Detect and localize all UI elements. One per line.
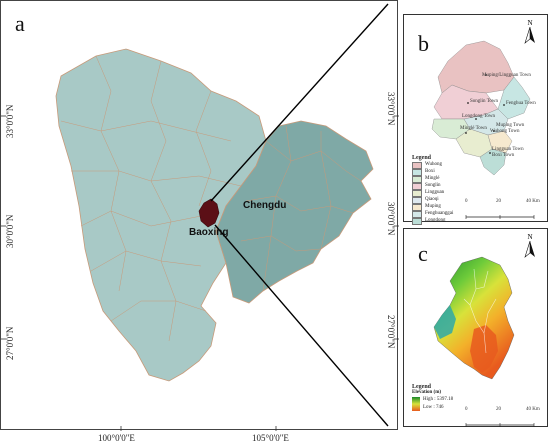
- legend-item: Boxi: [412, 168, 453, 176]
- panel-b-township-map: b N Muping/Lingguan Town Songlin Town Fe…: [403, 14, 548, 225]
- panel-a-sichuan-map: a C: [0, 0, 399, 431]
- legend-swatch: [412, 168, 422, 176]
- legend-item: Fenghuanggai: [412, 210, 454, 218]
- legend-swatch: [412, 189, 422, 197]
- scale-bar-b: [464, 207, 536, 225]
- legend-label: Lingguan: [425, 189, 445, 195]
- legend-item: Songlin: [412, 182, 453, 190]
- place-label-7: Minglé Town: [460, 126, 487, 131]
- legend-label: Fenghuanggai: [425, 210, 454, 216]
- lat-tick-right-30: 30°0'0"N: [386, 202, 396, 236]
- panel-c-letter: c: [418, 241, 428, 266]
- panel-a-svg: [1, 3, 399, 431]
- scale-b-0: 0: [465, 199, 468, 204]
- scale-bar-c: [464, 415, 536, 433]
- legend-item: Wuhong: [412, 161, 453, 169]
- legend-swatch: [412, 175, 422, 183]
- north-arrow-c: N: [524, 233, 536, 264]
- elevation-ramp: [412, 397, 420, 411]
- zoom-line-bottom: [214, 224, 389, 427]
- legend-label: Qiaoqi: [425, 196, 439, 202]
- north-arrow-icon: [524, 240, 535, 258]
- lon-tick-100: 100°0'0"E: [98, 433, 135, 443]
- township-seat-points: [465, 74, 505, 154]
- elevation-river-valley: [470, 325, 498, 373]
- lat-tick-right-27: 27°0'0"N: [386, 315, 396, 349]
- lon-tick-105: 105°0'0"E: [252, 433, 289, 443]
- elevation-lowland-east: [434, 305, 456, 339]
- legend-title-c: Legend: [412, 384, 432, 390]
- legend-title-b: Legend: [412, 155, 432, 161]
- legend-swatch: [412, 196, 422, 204]
- legend-subtitle-c: Elevation (m): [412, 390, 442, 395]
- place-label-4: Longdong Town: [462, 114, 496, 119]
- township-longdong: [479, 148, 507, 176]
- lat-tick-left-27: 27°0'0"N: [5, 326, 15, 360]
- panel-b-legend: Legend Wuhong Boxi Minglé Songlin Linggu…: [412, 155, 453, 225]
- legend-item: Qiaoqi: [412, 196, 453, 204]
- legend-high: High : 5397.18: [423, 397, 454, 402]
- baoxing-county: [198, 198, 220, 228]
- place-label-9: Boxi Town: [492, 153, 515, 158]
- legend-ramp-row: High : 5397.18 Low : 746: [412, 397, 453, 411]
- county-boundaries: [60, 55, 362, 342]
- legend-item: Lingguan: [412, 189, 453, 197]
- legend-label: Boxi: [425, 168, 435, 174]
- city-baoxing-label: Baoxing: [189, 227, 229, 238]
- city-chengdu-label: Chengdu: [243, 200, 287, 211]
- legend-swatch: [412, 161, 422, 169]
- legend-swatch: [412, 182, 422, 190]
- scale-bar-b-svg: [465, 215, 535, 219]
- panel-a-letter: a: [15, 11, 25, 36]
- township-muping: [487, 130, 513, 154]
- legend-item: Longdong: [412, 217, 453, 225]
- river-network: [463, 268, 497, 354]
- legend-low: Low : 746: [423, 405, 444, 410]
- panel-c-legend: Legend Elevation (m) High : 5397.18 Low …: [412, 384, 453, 411]
- place-label-2: Songlin Town: [470, 99, 499, 104]
- legend-label: Muping: [425, 203, 441, 209]
- place-label-6: Wuhong Town: [490, 129, 520, 134]
- lat-tick-left-30: 30°0'0"N: [5, 214, 15, 248]
- lat-tick-right-33: 33°0'0"N: [386, 92, 396, 126]
- panel-a-ticks: [1, 115, 399, 431]
- legend-label: Longdong: [425, 217, 446, 223]
- scale-c-0: 0: [465, 407, 468, 412]
- zoom-line-top: [210, 3, 389, 202]
- legend-label: Songlin: [425, 182, 441, 188]
- scale-b-20: 20: [496, 199, 501, 204]
- legend-ramp-labels: High : 5397.18 Low : 746: [423, 397, 453, 411]
- place-label-1: Muping/Lingguan Town: [482, 73, 531, 78]
- north-arrow-icon: [524, 26, 535, 44]
- place-label-8: Lingguan Town: [492, 147, 524, 152]
- north-arrow-b: N: [524, 19, 536, 50]
- panel-b-svg: [431, 40, 531, 176]
- scale-c-20: 20: [496, 407, 501, 412]
- panel-c-svg: [433, 256, 515, 380]
- legend-swatch: [412, 217, 422, 225]
- scale-bar-c-svg: [465, 423, 535, 427]
- legend-swatch: [412, 203, 422, 211]
- panel-b-letter: b: [418, 31, 429, 56]
- legend-label: Minglé: [425, 175, 440, 181]
- lat-tick-left-33: 33°0'0"N: [5, 104, 15, 138]
- panel-c-elevation-map: c N Legend Eleva: [403, 228, 548, 427]
- place-label-3: Fenghua Town: [506, 101, 536, 106]
- scale-c-40: 40 Km: [526, 407, 540, 412]
- north-label-b: N: [527, 19, 533, 27]
- legend-item: Muping: [412, 203, 453, 211]
- legend-swatch: [412, 210, 422, 218]
- legend-item: Minglé: [412, 175, 453, 183]
- township-wuhong: [437, 40, 515, 94]
- place-label-5: Muping Town: [496, 123, 525, 128]
- sichuan-west-region: [55, 48, 267, 382]
- legend-label: Wuhong: [425, 161, 443, 167]
- north-label-c: N: [527, 233, 533, 241]
- scale-b-40: 40 Km: [526, 199, 540, 204]
